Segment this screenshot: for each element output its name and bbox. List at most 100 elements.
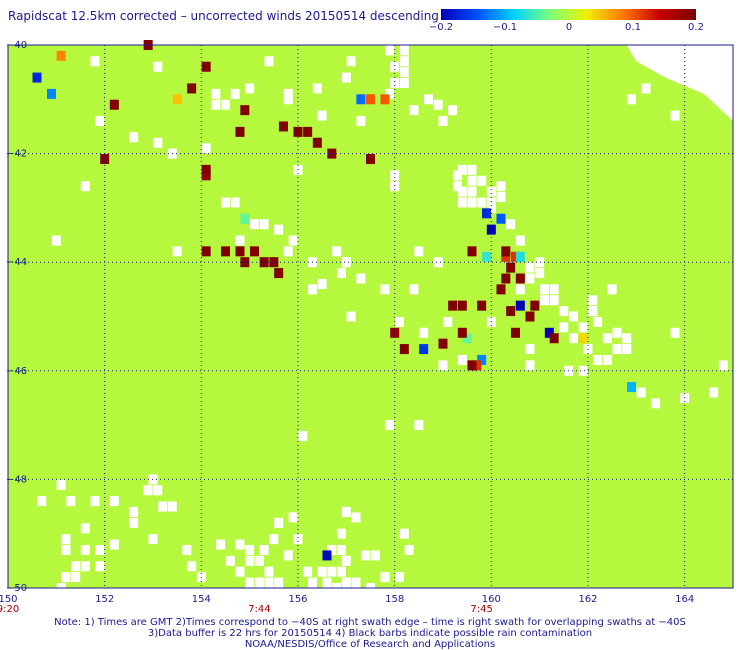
no-data-cell: [346, 311, 356, 322]
rain-flag-cell: [511, 327, 520, 338]
no-data-cell: [341, 257, 351, 268]
no-data-cell: [385, 88, 395, 99]
no-data-cell: [602, 333, 612, 344]
no-data-cell: [201, 143, 211, 154]
colorbar-tick-label: 0: [565, 22, 573, 33]
no-data-cell: [254, 577, 264, 588]
y-tick-label: −42: [6, 149, 27, 160]
no-data-cell: [457, 164, 467, 175]
no-data-cell: [559, 322, 569, 333]
no-data-cell: [593, 354, 603, 365]
colorbar: [441, 9, 696, 20]
no-data-cell: [158, 501, 168, 512]
no-data-cell: [496, 181, 506, 192]
no-data-cell: [259, 219, 269, 230]
rain-flag-cell: [279, 121, 288, 132]
rain-flag-cell: [250, 246, 259, 257]
no-data-cell: [148, 474, 158, 485]
rain-flag-cell: [501, 246, 511, 257]
no-data-cell: [259, 544, 269, 555]
no-data-cell: [322, 577, 332, 588]
no-data-cell: [525, 262, 535, 273]
no-data-cell: [641, 83, 651, 94]
no-data-cell: [245, 555, 255, 566]
rain-flag-cell: [109, 99, 119, 110]
no-data-cell: [627, 94, 636, 105]
no-data-cell: [341, 577, 351, 588]
no-data-cell: [486, 316, 496, 327]
rain-flag-cell: [399, 344, 409, 355]
rain-flag-cell: [496, 284, 506, 295]
rain-flag-cell: [457, 327, 467, 338]
no-data-cell: [588, 295, 598, 306]
no-data-cell: [453, 181, 462, 192]
rain-flag-cell: [312, 137, 322, 148]
no-data-cell: [225, 555, 235, 566]
no-data-cell: [129, 506, 139, 517]
no-data-cell: [153, 61, 163, 72]
no-data-cell: [172, 246, 182, 257]
rain-flag-cell: [303, 126, 313, 137]
colorbar-tick-label: −0.2: [428, 22, 454, 33]
no-data-cell: [477, 197, 487, 208]
no-data-cell: [385, 45, 395, 56]
wind-diff-cell: [47, 88, 56, 99]
y-tick-label: −46: [6, 366, 27, 377]
no-data-cell: [438, 360, 448, 371]
wind-diff-cell: [486, 224, 496, 235]
wind-diff-cell: [56, 50, 66, 61]
no-data-cell: [274, 517, 284, 528]
no-data-cell: [395, 316, 404, 327]
no-data-cell: [366, 583, 375, 593]
no-data-cell: [37, 496, 47, 507]
no-data-cell: [612, 327, 622, 338]
no-data-cell: [569, 311, 578, 322]
no-data-cell: [308, 257, 317, 268]
no-data-cell: [95, 561, 105, 572]
no-data-cell: [578, 365, 588, 376]
no-data-cell: [424, 94, 433, 105]
no-data-cell: [298, 430, 308, 441]
no-data-cell: [327, 566, 337, 577]
no-data-cell: [317, 278, 327, 289]
no-data-cell: [167, 148, 177, 159]
no-data-cell: [264, 577, 274, 588]
no-data-cell: [612, 344, 622, 355]
no-data-cell: [337, 566, 346, 577]
no-data-cell: [288, 235, 298, 246]
no-data-cell: [109, 539, 119, 550]
no-data-cell: [540, 295, 549, 306]
rain-flag-cell: [549, 333, 559, 344]
rain-flag-cell: [327, 148, 337, 159]
no-data-cell: [399, 56, 409, 67]
rain-flag-cell: [467, 360, 477, 371]
wind-diff-cell: [496, 213, 506, 224]
no-data-cell: [361, 550, 371, 561]
no-data-cell: [718, 360, 728, 371]
x-tick-label: 152: [95, 594, 114, 605]
no-data-cell: [327, 544, 337, 555]
no-data-cell: [525, 360, 535, 371]
no-data-cell: [409, 105, 419, 116]
no-data-cell: [564, 365, 574, 376]
no-data-cell: [230, 197, 240, 208]
no-data-cell: [264, 566, 274, 577]
no-data-cell: [80, 561, 90, 572]
wind-diff-cell: [501, 251, 511, 262]
x-tick-label: 150: [0, 594, 18, 605]
rain-flag-cell: [235, 246, 245, 257]
footnote-line-2: 3)Data buffer is 22 hrs for 20150514 4) …: [147, 628, 593, 639]
no-data-cell: [651, 398, 661, 409]
no-data-cell: [486, 197, 496, 208]
wind-diff-cell: [627, 382, 636, 393]
wind-diff-cell: [472, 360, 482, 371]
rain-flag-cell: [467, 246, 477, 257]
no-data-cell: [274, 224, 284, 235]
colorbar-tick-label: 0.1: [625, 22, 641, 33]
no-data-cell: [95, 544, 105, 555]
y-tick-label: −48: [6, 474, 27, 485]
wind-diff-cell: [482, 208, 491, 219]
no-data-cell: [549, 284, 559, 295]
wind-diff-cell: [240, 213, 250, 224]
